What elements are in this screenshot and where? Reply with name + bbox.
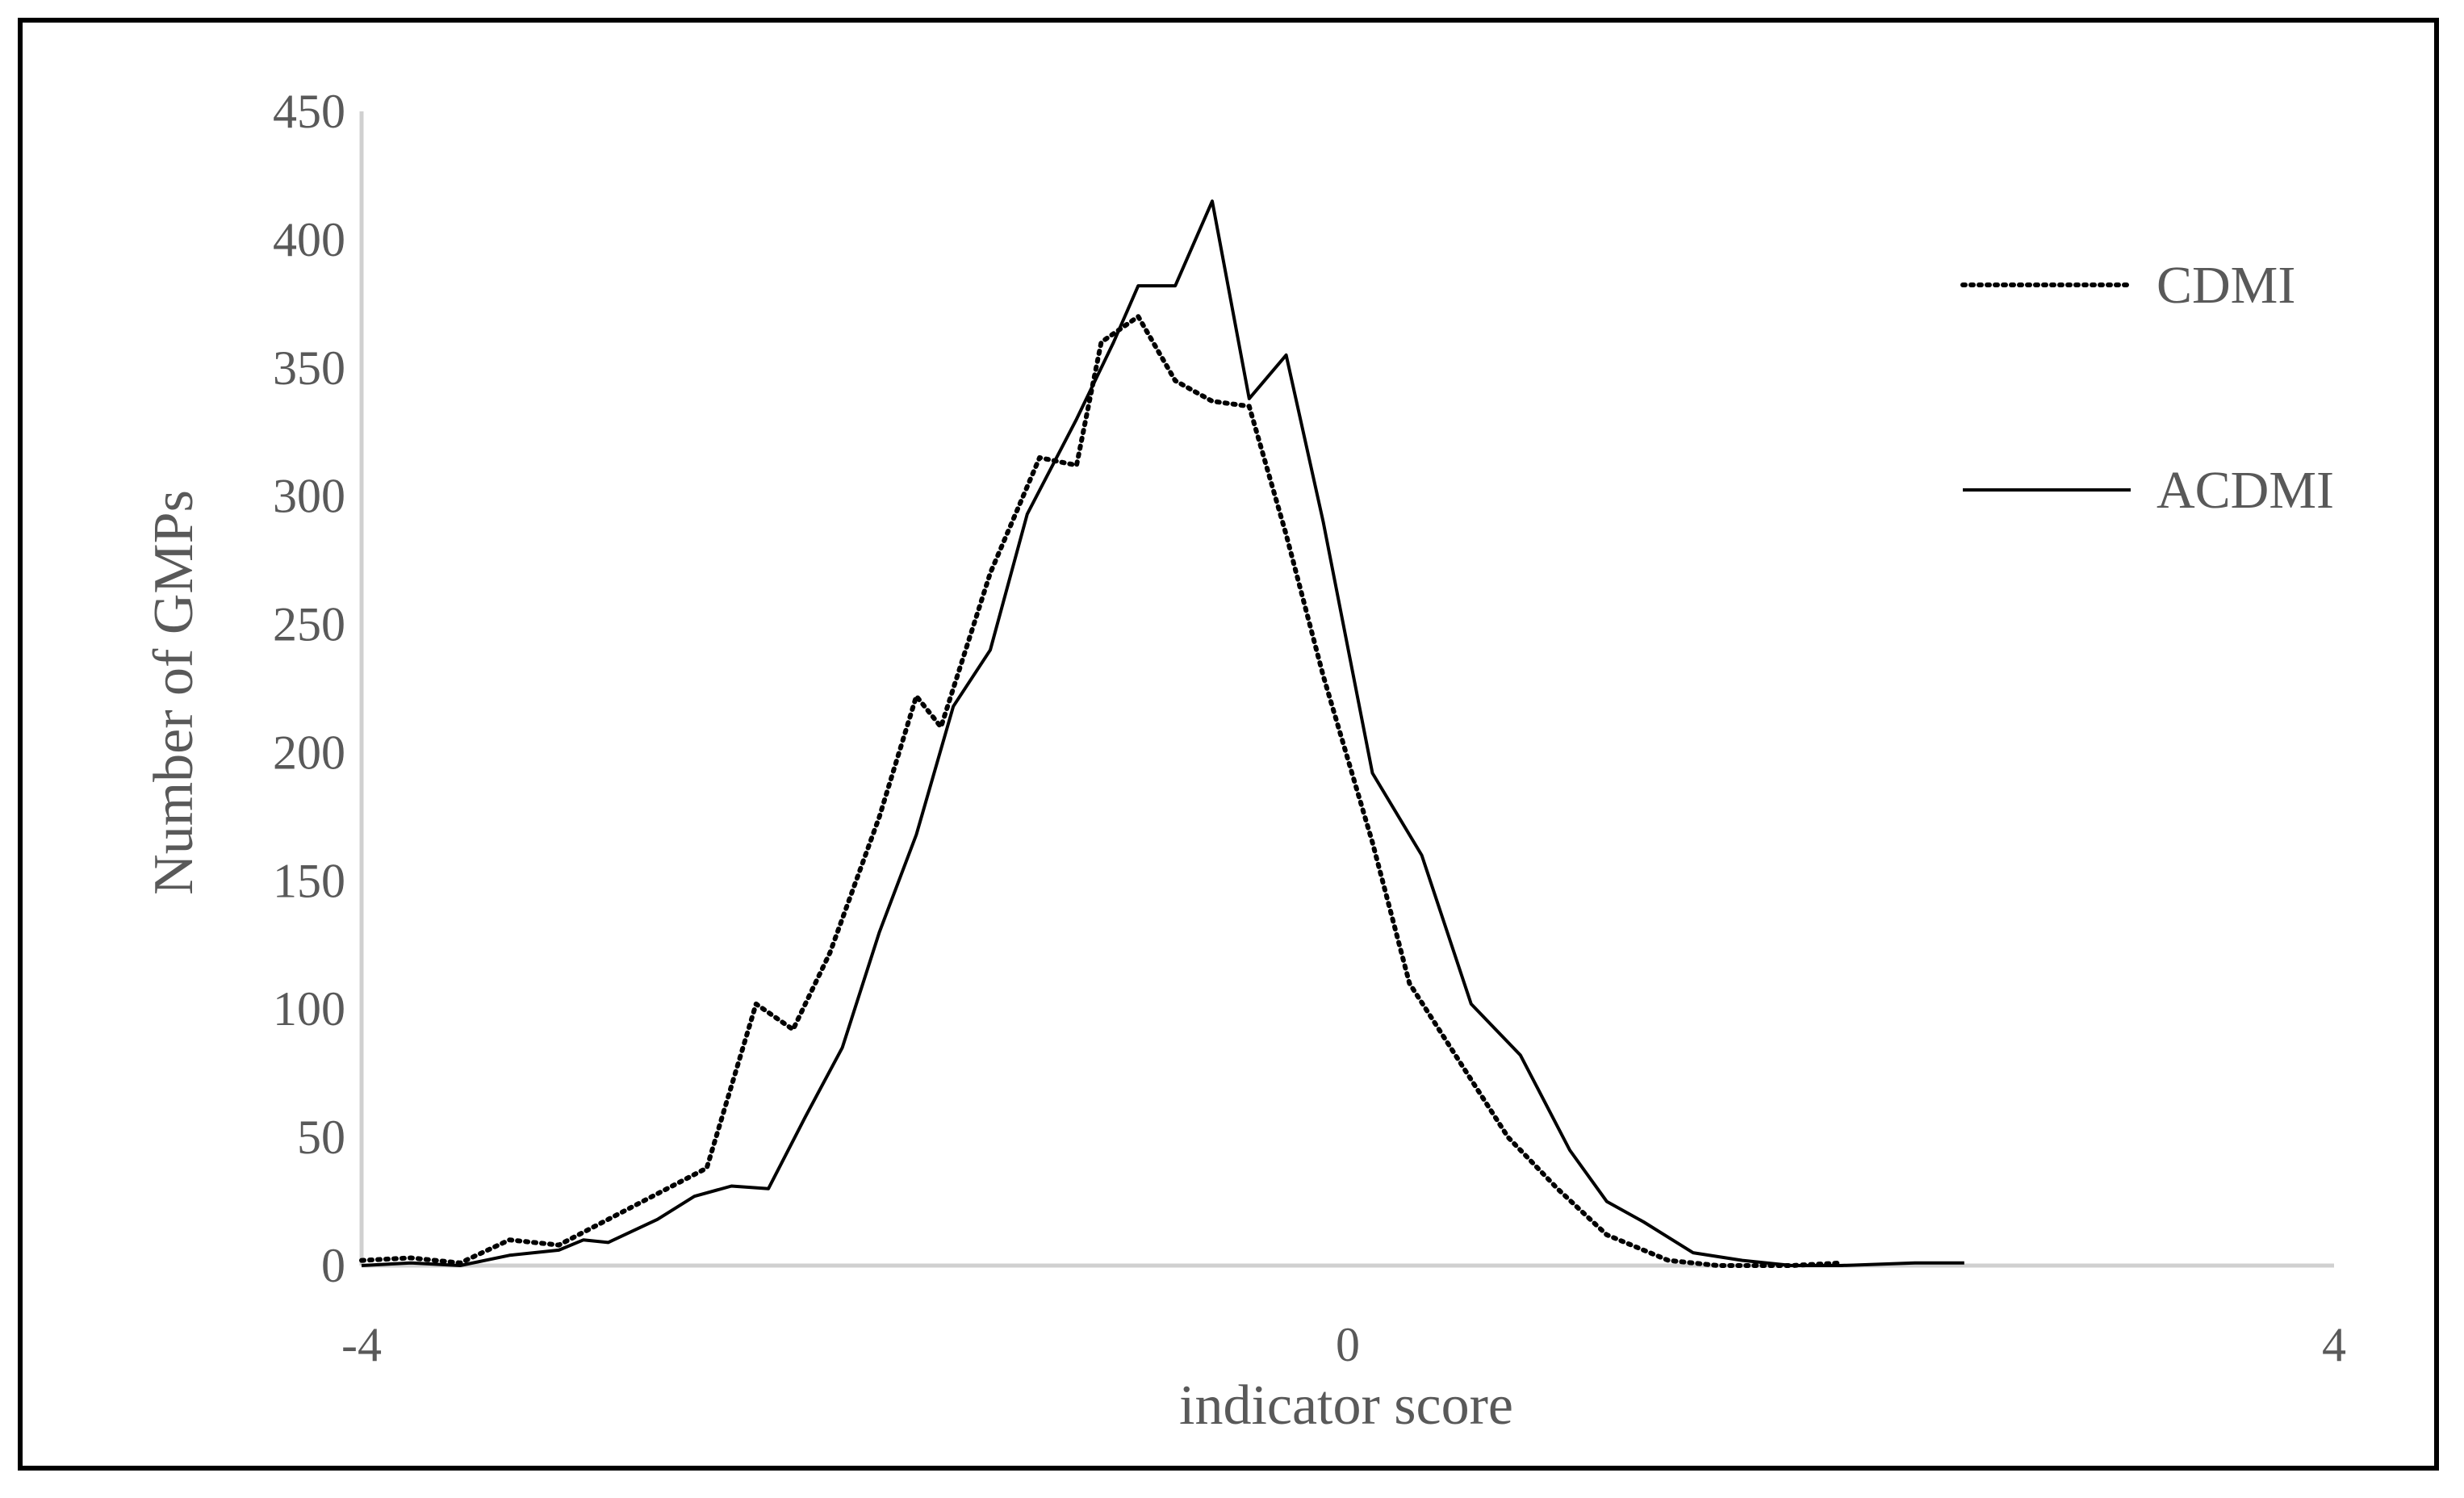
chart-frame: 0 50 100 150 200 250 300 350 400 450 -4 0 4 Number … <box>18 18 2439 1471</box>
y-tick-label: 300 <box>273 470 345 523</box>
series-line-acdmi <box>361 199 1964 1267</box>
y-tick-label: 150 <box>273 854 345 907</box>
x-axis-title: indicator score <box>1179 1375 1513 1437</box>
x-tick-label: -4 <box>341 1318 382 1371</box>
y-tick-label: 350 <box>273 341 345 395</box>
legend-label-cdmi: CDMI <box>2157 256 2295 315</box>
y-tick-label: 100 <box>273 982 345 1036</box>
y-tick-label: 200 <box>273 726 345 779</box>
series-line-cdmi <box>359 314 1843 1268</box>
y-tick-label: 400 <box>273 213 345 266</box>
y-tick-label: 250 <box>273 598 345 651</box>
y-axis-title: Number of GMPs <box>143 490 205 895</box>
x-tick-labels: -4 0 4 <box>341 1318 2346 1371</box>
x-tick-label: 4 <box>2322 1318 2346 1371</box>
series-lines <box>359 199 1964 1268</box>
y-tick-label: 0 <box>321 1239 345 1292</box>
legend-label-acdmi: ACDMI <box>2157 461 2334 520</box>
line-chart: 0 50 100 150 200 250 300 350 400 450 -4 0 4 Number … <box>143 85 2346 1437</box>
y-tick-label: 450 <box>273 85 345 138</box>
y-tick-label: 50 <box>297 1111 345 1164</box>
x-tick-label: 0 <box>1336 1318 1360 1371</box>
axes <box>359 111 2334 1268</box>
y-tick-labels: 0 50 100 150 200 250 300 350 400 450 <box>273 85 345 1292</box>
legend: CDMI ACDMI <box>1960 256 2334 520</box>
